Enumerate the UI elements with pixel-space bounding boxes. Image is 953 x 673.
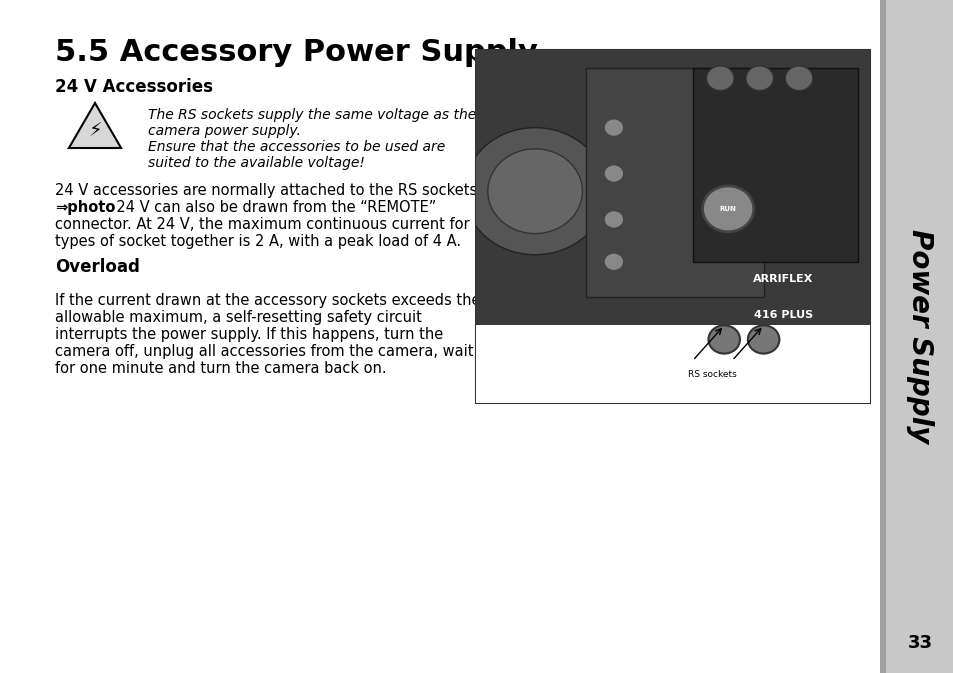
Circle shape <box>464 128 605 255</box>
Bar <box>476 50 869 403</box>
Polygon shape <box>69 103 121 148</box>
Text: camera off, unplug all accessories from the camera, wait: camera off, unplug all accessories from … <box>55 344 473 359</box>
Bar <box>879 0 953 673</box>
Circle shape <box>745 66 773 91</box>
Text: suited to the available voltage!: suited to the available voltage! <box>148 156 365 170</box>
Text: ⇒photo: ⇒photo <box>55 200 115 215</box>
Bar <box>879 0 885 673</box>
Text: . 24 V can also be drawn from the “REMOTE”: . 24 V can also be drawn from the “REMOT… <box>107 200 436 215</box>
Circle shape <box>603 253 623 271</box>
Circle shape <box>706 66 733 91</box>
Text: Overload: Overload <box>55 258 140 276</box>
Text: types of socket together is 2 A, with a peak load of 4 A.: types of socket together is 2 A, with a … <box>55 234 460 249</box>
Text: The RS sockets supply the same voltage as the: The RS sockets supply the same voltage a… <box>148 108 476 122</box>
Text: connector. At 24 V, the maximum continuous current for both: connector. At 24 V, the maximum continuo… <box>55 217 507 232</box>
Circle shape <box>603 211 623 228</box>
Circle shape <box>784 66 812 91</box>
Text: 5.5 Accessory Power Supply: 5.5 Accessory Power Supply <box>55 38 537 67</box>
Text: allowable maximum, a self-resetting safety circuit: allowable maximum, a self-resetting safe… <box>55 310 421 325</box>
Text: RUN: RUN <box>719 206 736 212</box>
Circle shape <box>603 165 623 182</box>
Circle shape <box>701 186 753 232</box>
Text: 33: 33 <box>906 634 931 652</box>
Bar <box>692 68 858 262</box>
Text: Ensure that the accessories to be used are: Ensure that the accessories to be used a… <box>148 140 445 154</box>
Text: Power Supply: Power Supply <box>905 229 933 444</box>
Text: interrupts the power supply. If this happens, turn the: interrupts the power supply. If this hap… <box>55 327 443 342</box>
Bar <box>586 68 762 297</box>
Text: 24 V Accessories: 24 V Accessories <box>55 78 213 96</box>
Bar <box>476 325 869 403</box>
Text: 24 V accessories are normally attached to the RS sockets: 24 V accessories are normally attached t… <box>55 183 476 198</box>
Text: RS sockets: RS sockets <box>687 370 736 380</box>
Text: ⚡: ⚡ <box>88 122 102 141</box>
Text: If the current drawn at the accessory sockets exceeds the: If the current drawn at the accessory so… <box>55 293 480 308</box>
Circle shape <box>487 149 581 234</box>
Circle shape <box>747 325 779 353</box>
Circle shape <box>708 325 740 353</box>
Text: for one minute and turn the camera back on.: for one minute and turn the camera back … <box>55 361 386 376</box>
Text: ARRIFLEX: ARRIFLEX <box>752 275 813 285</box>
Circle shape <box>603 119 623 137</box>
Text: camera power supply.: camera power supply. <box>148 124 300 138</box>
Text: 416 PLUS: 416 PLUS <box>753 310 812 320</box>
